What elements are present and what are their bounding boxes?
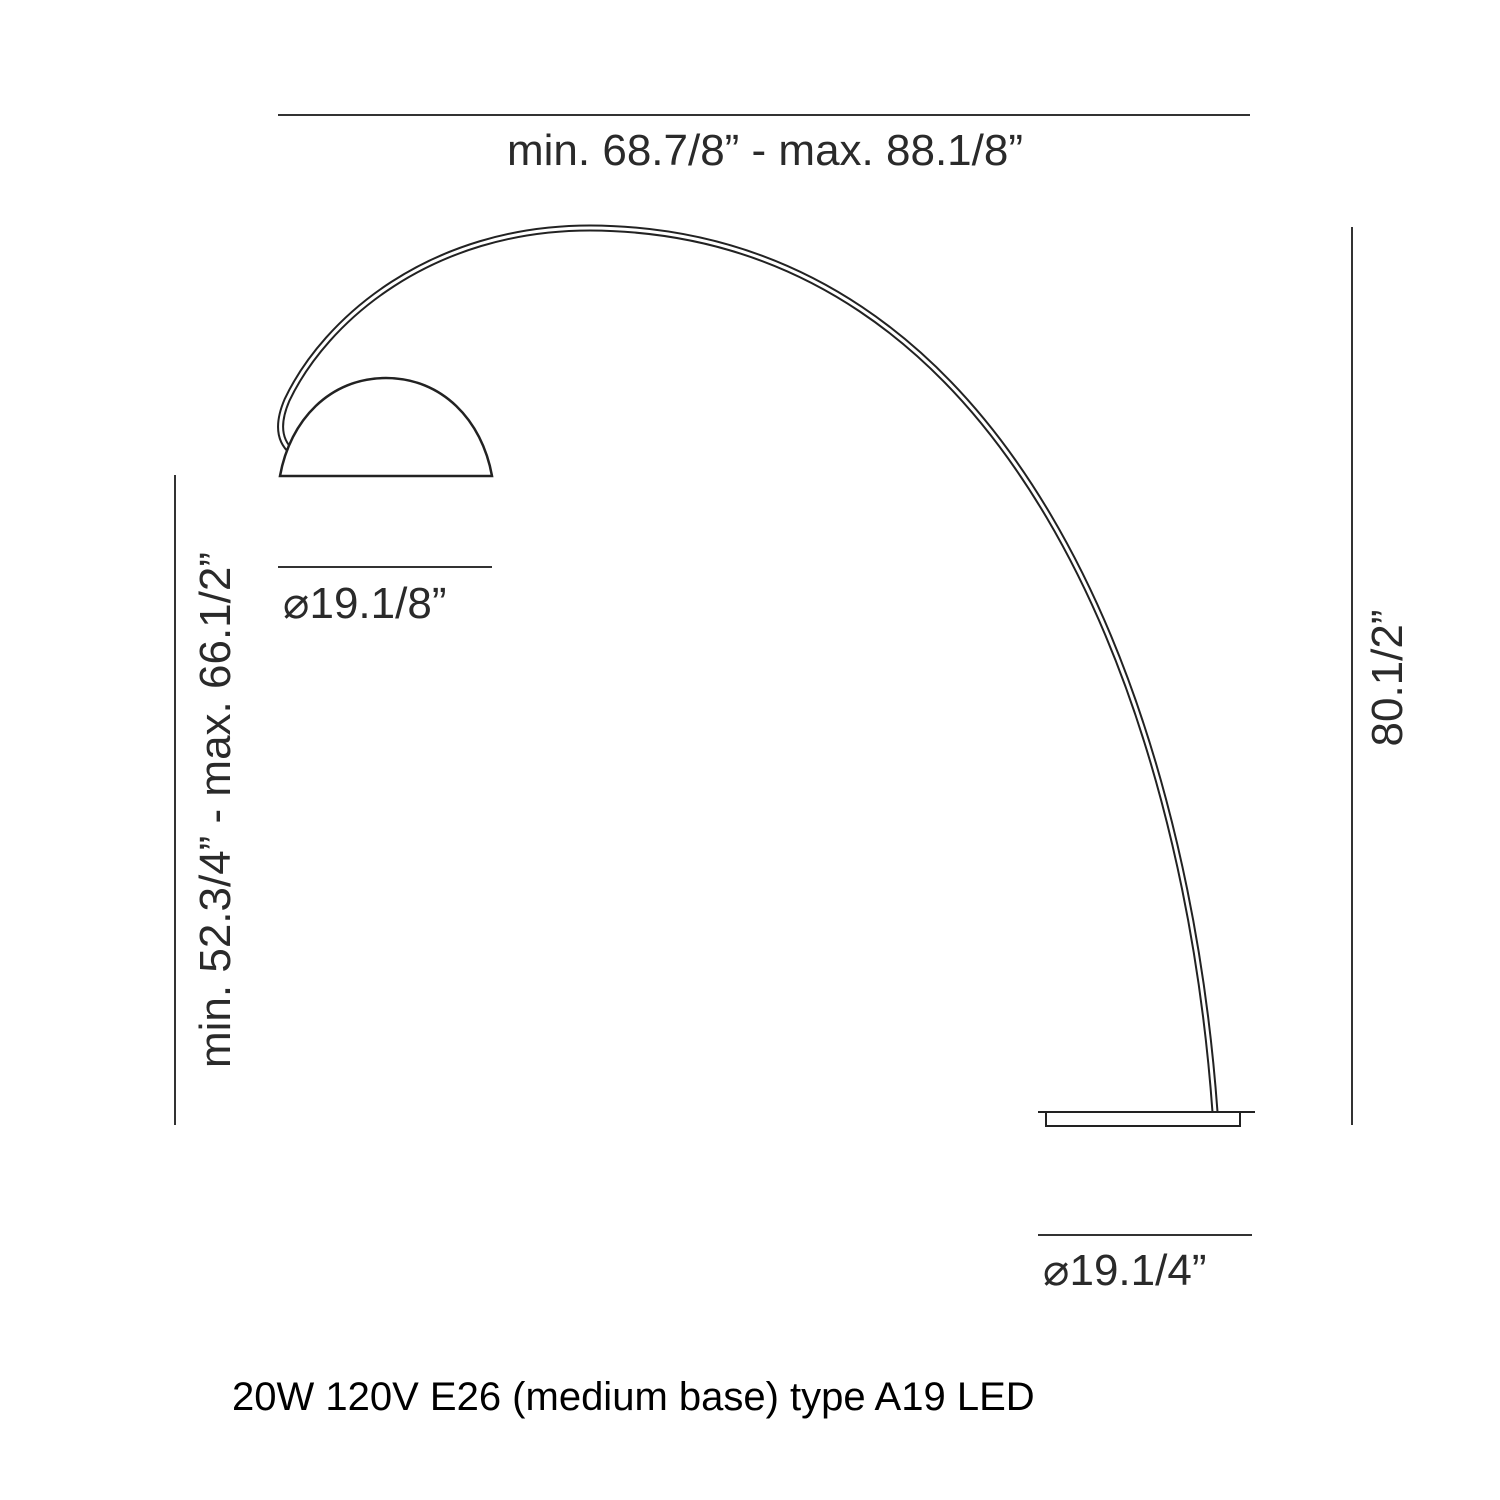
lamp-shade [278,376,494,478]
shade-diameter-label: ⌀19.1/8” [283,579,446,628]
width-label: min. 68.7/8” - max. 88.1/8” [507,126,1023,175]
lamp-arc-inner [279,226,1217,1113]
base-diameter-label: ⌀19.1/4” [1043,1246,1206,1295]
lamp-base [1045,1111,1241,1127]
shade-height-label: min. 52.3/4” - max. 66.1/2” [191,552,240,1068]
height-label: 80.1/2” [1363,610,1412,747]
caption: 20W 120V E26 (medium base) type A19 LED [232,1375,1035,1419]
